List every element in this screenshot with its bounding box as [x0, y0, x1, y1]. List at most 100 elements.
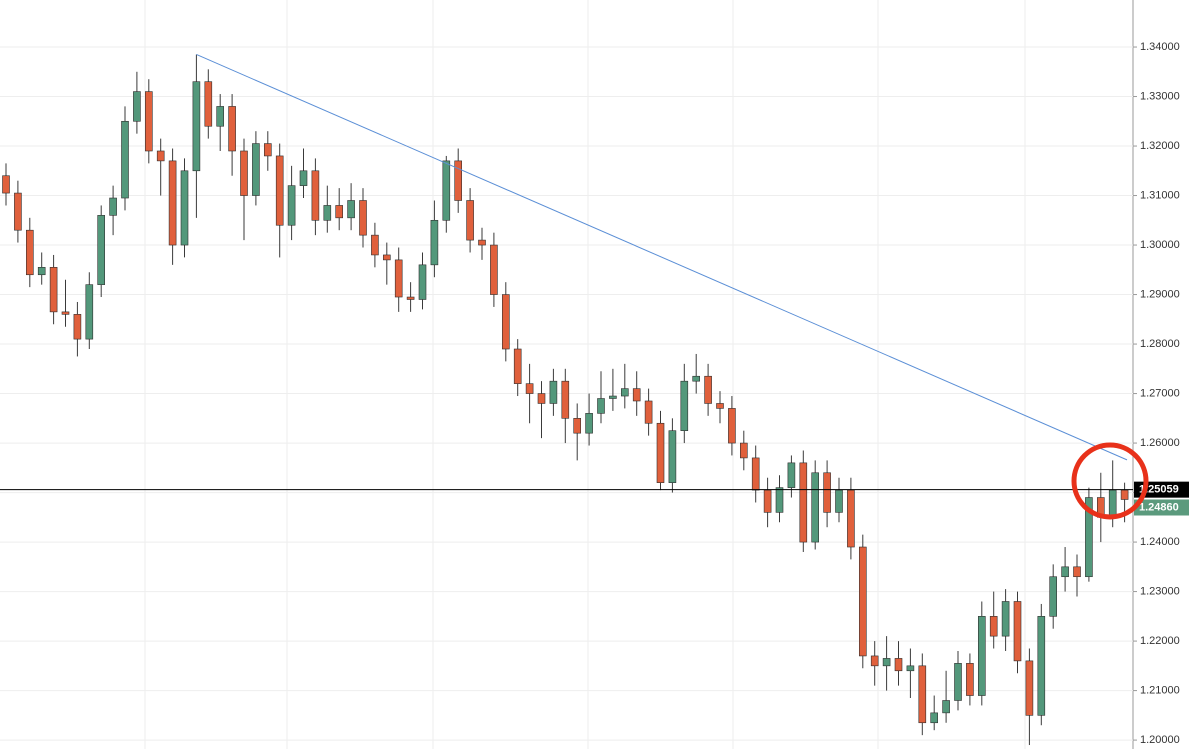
candle-body [918, 665, 927, 724]
candle-body [359, 200, 367, 236]
candle-body [977, 616, 986, 696]
y-tick-label: 1.26000 [1140, 437, 1180, 449]
candle-body [204, 81, 213, 127]
y-tick-label: 1.21000 [1140, 684, 1180, 696]
candle-body [347, 200, 355, 219]
candle-body [763, 489, 772, 513]
candle-body [1085, 497, 1093, 578]
price-label-box [1134, 499, 1189, 516]
candle-body [287, 185, 296, 226]
candle-body [228, 106, 236, 152]
candle-body [454, 160, 463, 201]
candle-body [73, 314, 82, 340]
candle-body [942, 700, 950, 714]
candle-body [382, 254, 391, 261]
candle-body [823, 472, 831, 513]
candle-body [371, 234, 379, 256]
candle-body [573, 418, 582, 434]
candle-body [1025, 660, 1034, 716]
candle-body [85, 284, 94, 340]
candle-body [858, 546, 867, 657]
candle-body [406, 296, 415, 300]
candle-body [275, 155, 284, 226]
candle-body [930, 712, 939, 724]
candle-body [168, 160, 177, 246]
candle-body [133, 91, 141, 122]
candle-body [668, 430, 677, 483]
candle-body [145, 91, 153, 152]
candle-body [525, 383, 534, 394]
candle-body [61, 311, 70, 315]
candle-body [466, 200, 474, 241]
candle-body [775, 487, 784, 513]
price-label: 1.24860 [1139, 501, 1179, 513]
candle-body [263, 143, 272, 157]
y-tick-label: 1.24000 [1140, 536, 1180, 548]
price-label: 1.25059 [1139, 484, 1179, 496]
candle-body [180, 170, 189, 246]
candle-body [751, 457, 760, 491]
y-tick-label: 1.20000 [1140, 734, 1180, 746]
candle-body [680, 380, 689, 431]
candle-body [644, 400, 653, 424]
candle-body [418, 264, 427, 300]
candle-body [323, 205, 332, 221]
candle-body [1108, 489, 1117, 518]
candle-body [620, 388, 629, 397]
candle-body [787, 462, 796, 488]
candle-body [716, 403, 724, 409]
candle-body [442, 160, 451, 221]
candle-body [906, 665, 915, 672]
y-tick-label: 1.27000 [1140, 387, 1180, 399]
trend-line [196, 53, 1128, 461]
candle-body [2, 175, 10, 194]
candle-body [1037, 616, 1046, 716]
candle-body [1013, 601, 1022, 662]
candle-body [728, 408, 736, 444]
y-tick-label: 1.34000 [1140, 41, 1180, 53]
candle-body [478, 239, 486, 246]
candle-body [692, 375, 701, 382]
candle-body [704, 375, 712, 404]
candle-body [14, 192, 22, 231]
candle-body [870, 655, 879, 667]
y-tick-label: 1.31000 [1140, 189, 1180, 201]
candle-body [240, 150, 248, 196]
candle-body [561, 380, 570, 419]
candle-body [109, 197, 117, 216]
candle-body [430, 219, 439, 266]
candle-body [954, 663, 962, 701]
candle-body [609, 395, 617, 399]
candle-body [121, 120, 129, 199]
candle-body [192, 81, 201, 172]
candle-body [549, 380, 558, 404]
candle-body [216, 106, 224, 127]
candle-body [799, 462, 808, 543]
candle-body [1001, 601, 1010, 637]
vertical-grid [144, 0, 1026, 749]
candle-body [1120, 489, 1129, 500]
candle-body [156, 150, 165, 162]
candle-body [37, 267, 46, 276]
candle-body [989, 616, 998, 637]
candle-body [811, 472, 820, 543]
highlight-circle [1071, 442, 1149, 520]
candle-body [1073, 566, 1081, 578]
candle-body [252, 143, 260, 196]
candle-body [585, 413, 593, 434]
candle-body [882, 658, 891, 667]
y-tick-label: 1.32000 [1140, 140, 1180, 152]
candle-body [1049, 576, 1057, 617]
candle-body [490, 244, 498, 295]
y-tick-label: 1.23000 [1140, 585, 1180, 597]
candle-body [311, 170, 320, 221]
candle-body [597, 398, 605, 414]
candle-body [835, 489, 843, 513]
candle-body [49, 267, 58, 313]
candle-body [299, 170, 308, 186]
y-tick-label: 1.22000 [1140, 635, 1180, 647]
candle-body [25, 229, 34, 276]
candle-body [739, 442, 748, 459]
